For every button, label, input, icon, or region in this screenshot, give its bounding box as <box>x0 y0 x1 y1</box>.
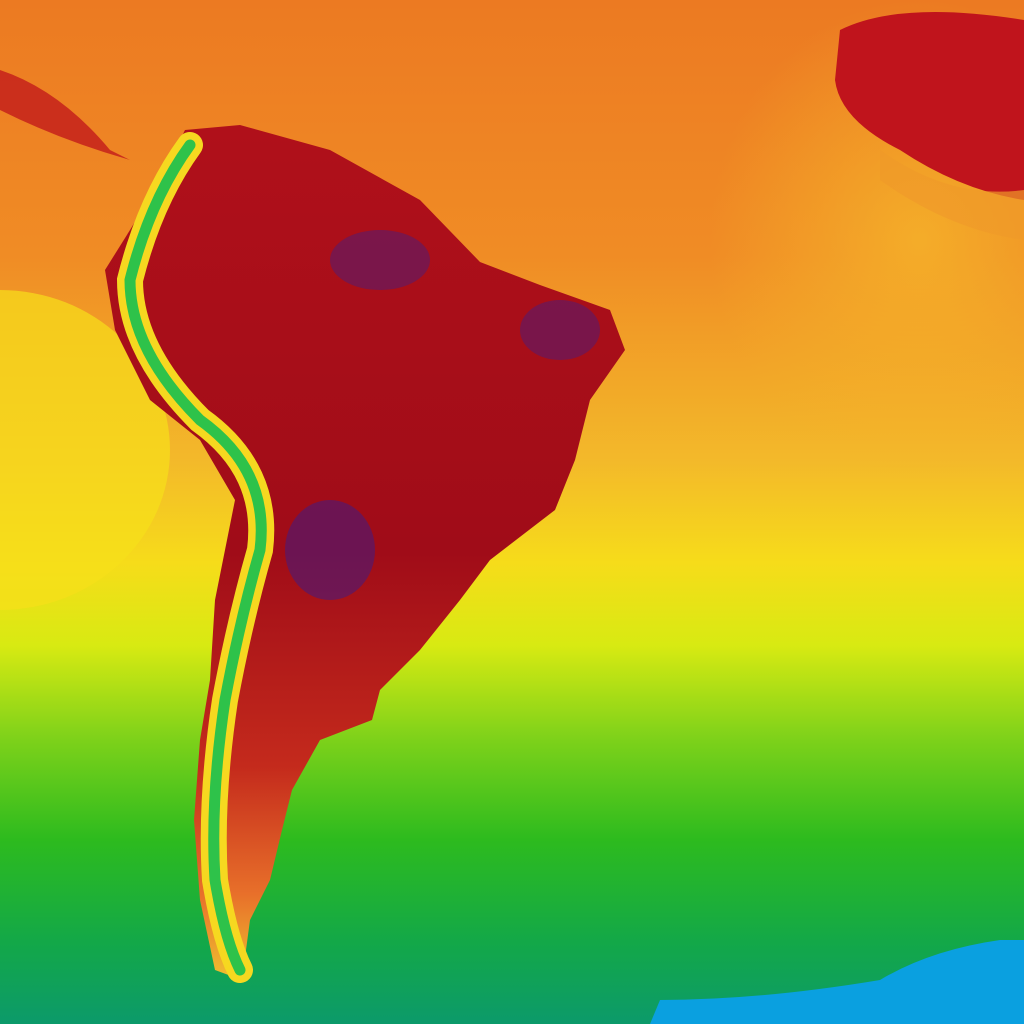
antarctic-sea <box>650 940 1024 1024</box>
central-america <box>0 70 130 160</box>
andes <box>124 139 267 976</box>
hot-spot <box>330 230 430 290</box>
hot-spot <box>285 500 375 600</box>
yellow-ocean <box>0 290 170 610</box>
africa <box>835 12 1024 200</box>
africa-edge <box>880 150 1024 240</box>
hot-spot <box>520 300 600 360</box>
